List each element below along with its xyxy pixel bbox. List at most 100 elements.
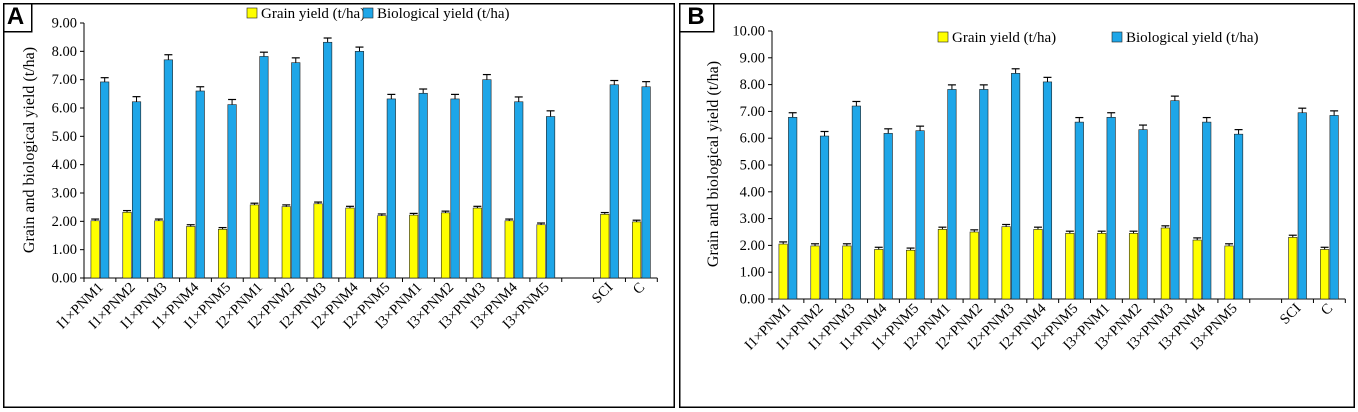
- biological-bar: [514, 101, 524, 279]
- biological-bar: [1170, 100, 1180, 300]
- grain-bar: [1033, 229, 1043, 300]
- y-tick-label: 7.00: [740, 104, 765, 120]
- biological-bar: [641, 86, 651, 279]
- biological-bar: [883, 133, 893, 300]
- legend-biological-swatch: [362, 7, 374, 19]
- y-tick-label: 4.00: [740, 184, 765, 200]
- panel-label: B: [687, 3, 704, 30]
- grain-bar: [409, 214, 419, 279]
- y-tick-label: 2.00: [52, 214, 77, 230]
- biological-bar: [354, 51, 365, 279]
- biological-bar: [979, 89, 989, 300]
- legend-biological-label: Biological yield (t/ha): [377, 6, 509, 22]
- y-tick-label: 7.00: [52, 72, 77, 88]
- biological-bar: [819, 135, 830, 300]
- biological-bar: [323, 41, 333, 279]
- grain-bar: [218, 228, 228, 279]
- biological-bar: [450, 98, 460, 279]
- y-tick-label: 6.00: [740, 131, 765, 147]
- y-axis-title: Grain and biological yield (t/ha): [705, 61, 722, 267]
- x-tick-label: SCI: [1277, 300, 1304, 327]
- grain-bar: [1320, 249, 1330, 300]
- y-tick-label: 5.00: [740, 158, 765, 174]
- y-tick-label: 6.00: [52, 101, 77, 117]
- legend-biological-swatch: [1111, 31, 1123, 43]
- biological-bar: [1042, 81, 1053, 300]
- biological-bar: [1202, 121, 1212, 300]
- biological-bar: [227, 104, 237, 279]
- panel-label-box: [3, 3, 33, 33]
- grain-bar: [1224, 245, 1234, 300]
- grain-bar: [345, 207, 355, 279]
- grain-bar: [154, 220, 164, 279]
- grain-bar: [281, 206, 291, 279]
- y-tick-label: 9.00: [740, 50, 765, 66]
- chart-panel-a: A 0.00 1.00 2.00 3.00 4.00 5.00 6.00 7.00 8.00 9.0…: [3, 3, 675, 408]
- biological-bar: [609, 84, 619, 279]
- grain-bar: [906, 249, 916, 300]
- biological-bar: [259, 56, 269, 279]
- y-tick-label: 8.00: [52, 44, 77, 60]
- y-tick-label: 3.00: [52, 186, 77, 202]
- grain-bar: [1128, 233, 1139, 300]
- legend-grain-swatch: [246, 7, 258, 19]
- y-tick-label: 2.00: [740, 238, 765, 254]
- legend-biological-label: Biological yield (t/ha): [1126, 30, 1258, 46]
- grain-bar: [90, 220, 100, 279]
- y-tick-label: 0.00: [52, 271, 77, 287]
- grain-bar: [937, 229, 947, 300]
- grain-bar: [778, 243, 788, 300]
- biological-bar: [163, 59, 173, 279]
- biological-bar: [418, 92, 428, 279]
- legend-grain-label: Grain yield (t/ha): [952, 30, 1056, 46]
- y-tick-label: 8.00: [740, 77, 765, 93]
- grain-bar: [1065, 233, 1075, 300]
- biological-bar: [851, 105, 861, 300]
- grain-bar: [186, 226, 196, 279]
- chart-panel-b: B 0.00 1.00 2.00 3.00 4.00 5.00 6.00 7.00 8.00 9.0…: [679, 3, 1355, 408]
- grain-bar: [472, 207, 482, 279]
- panel-label-box: [679, 3, 715, 33]
- grain-bar: [632, 221, 642, 279]
- biological-bar: [1106, 116, 1116, 300]
- y-tick-label: 1.00: [740, 265, 765, 281]
- grain-bar: [1097, 233, 1107, 300]
- grain-bar: [810, 245, 820, 300]
- grain-bar: [377, 215, 387, 279]
- legend: Grain yield (t/ha) Biological yield (t/ha…: [246, 6, 509, 22]
- x-tick-label: C: [630, 280, 648, 298]
- grain-bar: [842, 245, 852, 300]
- y-tick-label: 3.00: [740, 211, 765, 227]
- panel-label: A: [7, 3, 24, 30]
- biological-bar: [1138, 129, 1148, 300]
- grain-bar: [874, 249, 884, 300]
- y-tick-label: 0.00: [740, 292, 765, 308]
- biological-bar: [1297, 112, 1307, 300]
- grain-bar: [1001, 226, 1011, 300]
- biological-bar: [131, 101, 142, 279]
- y-tick-label: 4.00: [52, 157, 77, 173]
- biological-bar: [788, 116, 798, 300]
- grain-bar: [313, 203, 323, 279]
- biological-bar: [947, 89, 957, 300]
- grain-bar: [122, 211, 132, 279]
- grain-bar: [504, 220, 514, 279]
- panel-frame: [3, 3, 675, 408]
- grain-bar: [1192, 239, 1202, 300]
- y-tick-label: 1.00: [52, 242, 77, 258]
- grain-bar: [1160, 227, 1170, 300]
- x-tick-label: SCI: [589, 279, 616, 306]
- biological-bar: [1329, 115, 1339, 300]
- grain-bar: [1288, 237, 1298, 300]
- y-axis-title: Grain and biological yield (t/ha): [21, 47, 38, 253]
- biological-bar: [386, 98, 396, 279]
- y-tick-label: 9.00: [52, 16, 77, 32]
- grain-bar: [536, 224, 546, 279]
- biological-bar: [915, 130, 925, 300]
- grain-bar: [969, 231, 979, 300]
- biological-bar: [546, 116, 556, 279]
- legend: Grain yield (t/ha) Biological yield (t/ha…: [937, 30, 1258, 46]
- y-tick-label: 5.00: [52, 129, 77, 145]
